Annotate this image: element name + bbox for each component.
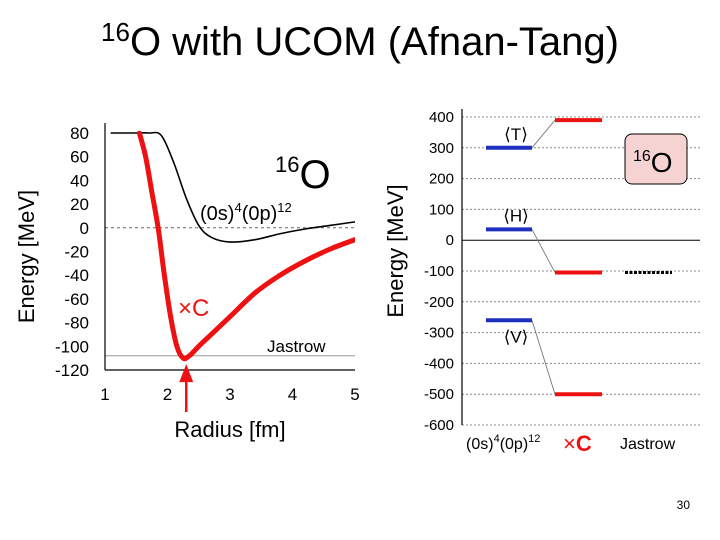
config-exponent: 4 xyxy=(234,200,241,215)
y-tick-label: 60 xyxy=(70,148,89,167)
hamiltonian-label: ⟨H⟩ xyxy=(503,206,529,225)
config-part: (0s) xyxy=(466,436,494,453)
y-tick-label: -60 xyxy=(64,290,89,309)
y-tick-label: 20 xyxy=(70,195,89,214)
y-tick-label: 400 xyxy=(429,109,454,126)
level-connector xyxy=(531,229,556,273)
category-label-config: (0s)4(0p)12 xyxy=(466,433,540,453)
y-tick-label: -400 xyxy=(424,355,454,372)
curves-group xyxy=(110,131,355,362)
y-tick-label: 0 xyxy=(446,232,454,249)
slide-title: 16O with UCOM (Afnan-Tang) xyxy=(0,12,720,76)
level-connector xyxy=(531,320,556,395)
x-tick-label: 5 xyxy=(350,385,359,404)
title-text: O with UCOM (Afnan-Tang) xyxy=(129,20,619,64)
config-exponent: 4 xyxy=(494,433,500,445)
x-tick-label: 4 xyxy=(288,385,297,404)
y-tick-label: -300 xyxy=(424,325,454,342)
nucleus-box xyxy=(624,133,688,185)
potential-label: ⟨V⟩ xyxy=(504,327,529,346)
configuration-label: (0s)4(0p)12 xyxy=(200,200,292,225)
config-exponent: 12 xyxy=(528,433,540,445)
level-connector xyxy=(531,119,556,149)
y-axis-label: Energy [MeV] xyxy=(14,190,39,323)
category-label-jastrow: Jastrow xyxy=(620,436,676,453)
x-tick-label: 1 xyxy=(100,385,109,404)
config-part: (0p) xyxy=(500,436,528,453)
ucom-cross: × xyxy=(563,431,576,456)
ucom-cross: × xyxy=(178,295,192,322)
minimum-arrow-head xyxy=(179,364,194,383)
ucom-label: ×C xyxy=(178,295,209,322)
x-axis-label: Radius [fm] xyxy=(174,417,285,442)
kinetic-label: ⟨T⟩ xyxy=(504,125,528,144)
y-tick-label: -200 xyxy=(424,294,454,311)
y-tick-label: -100 xyxy=(424,263,454,280)
nucleus-superscript: 16 xyxy=(275,152,299,177)
y-tick-label: -600 xyxy=(424,417,454,434)
category-label-ucom: ×C xyxy=(563,431,592,456)
nucleus-label: 16O xyxy=(275,152,331,197)
title-superscript: 16 xyxy=(101,17,130,47)
y-tick-label: 200 xyxy=(429,171,454,188)
y-tick-label: 300 xyxy=(429,140,454,157)
x-tick-label: 3 xyxy=(225,385,234,404)
slide-number: 30 xyxy=(676,498,690,512)
jastrow-label: Jastrow xyxy=(267,337,326,356)
y-tick-label: -100 xyxy=(55,337,89,356)
y-tick-label: 40 xyxy=(70,171,89,190)
y-tick-label: 80 xyxy=(70,124,89,143)
x-tick-label: 2 xyxy=(163,385,172,404)
ucom-letter: C xyxy=(192,295,209,322)
nucleus-box-symbol: O xyxy=(651,147,673,178)
y-tick-label: -20 xyxy=(64,243,89,262)
y-axis-label: Energy [MeV] xyxy=(383,184,408,317)
config-exponent: 12 xyxy=(277,200,291,215)
y-tick-label: -80 xyxy=(64,314,89,333)
ucom-letter: C xyxy=(576,431,592,456)
y-tick-label: 100 xyxy=(429,201,454,218)
ucom-potential-curve xyxy=(136,131,355,362)
nucleus-box-superscript: 16 xyxy=(633,148,651,165)
nucleus-box-label: 16O xyxy=(633,147,673,178)
y-tick-label: -40 xyxy=(64,266,89,285)
nucleus-symbol: O xyxy=(299,153,330,197)
y-tick-label: -120 xyxy=(55,361,89,380)
y-tick-label: -500 xyxy=(424,386,454,403)
config-part: (0s) xyxy=(200,203,234,225)
config-part: (0p) xyxy=(242,203,278,225)
y-tick-label: 0 xyxy=(80,219,89,238)
